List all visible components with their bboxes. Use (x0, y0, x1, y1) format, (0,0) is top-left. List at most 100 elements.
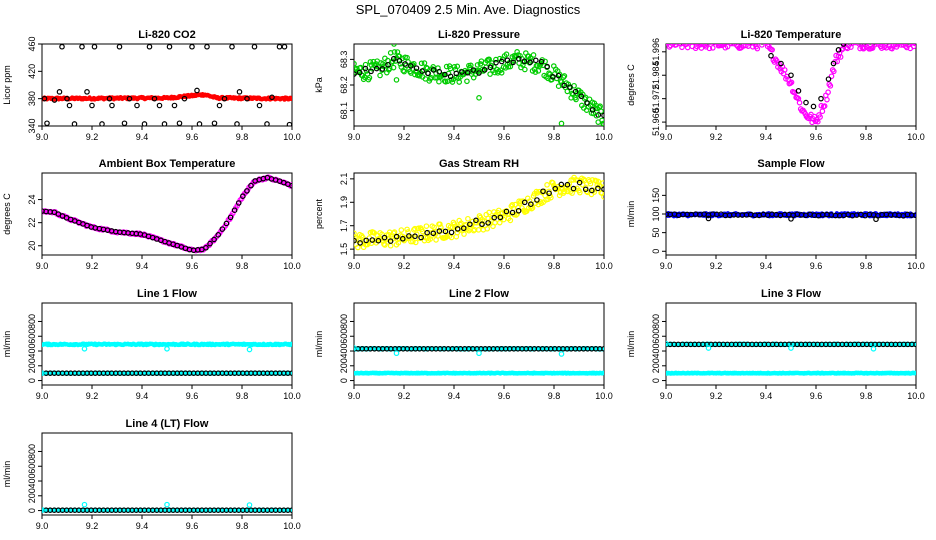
x-tick-label: 9.8 (236, 132, 249, 142)
data-point (221, 95, 228, 102)
panel-ambient_temp: Ambient Box Temperature degrees C 9.0 9.2 9.… (2, 158, 301, 271)
data-point (430, 230, 437, 237)
data-point (42, 507, 45, 513)
data-point (881, 44, 885, 45)
y-tick-label: 20 (27, 241, 37, 251)
y-tick-label: 1.9 (339, 196, 349, 209)
data-point (357, 240, 363, 246)
data-point (515, 56, 522, 62)
data-point (678, 44, 682, 45)
data-point (181, 95, 188, 102)
data-point (459, 69, 465, 75)
data-point (544, 63, 550, 70)
data-point (402, 61, 408, 67)
x-tick-label: 10.0 (283, 391, 301, 401)
y-tick-label: 200 (339, 358, 349, 373)
data-point (512, 201, 518, 208)
data-point (558, 120, 565, 126)
data-point (704, 44, 710, 47)
data-point (795, 88, 802, 94)
data-point (558, 79, 565, 85)
data-point (601, 112, 604, 119)
data-point (211, 236, 217, 243)
panel-sample_flow: Sample Flow ml/min 9.0 9.2 9.4 9.6 9.8 10.0 0 50 1… (626, 158, 925, 271)
data-point (134, 102, 140, 109)
x-tick-label: 9.6 (498, 261, 511, 271)
panel-line3: Line 3 Flow ml/min 9.0 9.2 9.4 9.6 9.8 10.0 0 200… (626, 288, 925, 401)
data-point (227, 214, 234, 221)
y-tick-label: 800 (27, 314, 37, 329)
data-layer (666, 340, 916, 376)
data-point (540, 188, 546, 195)
panel-title: Li-820 Pressure (438, 29, 520, 41)
data-point (715, 44, 718, 45)
data-point (234, 121, 240, 126)
x-tick-label: 9.8 (860, 261, 873, 271)
data-point (396, 57, 403, 64)
series-outliers (666, 340, 877, 352)
data-point (567, 84, 573, 90)
data-point (289, 370, 292, 376)
x-tick-label: 9.2 (86, 261, 99, 271)
data-point (216, 102, 223, 109)
data-point (419, 68, 425, 74)
y-tick-label: 800 (651, 314, 661, 329)
data-point (722, 38, 726, 42)
y-tick-label: 22 (27, 218, 37, 228)
data-point (470, 67, 477, 73)
data-point (913, 341, 916, 348)
data-point (366, 74, 373, 81)
data-point (546, 70, 552, 76)
data-point (476, 350, 482, 357)
x-tick-label: 9.2 (398, 132, 411, 142)
data-point (479, 221, 485, 228)
data-point (464, 78, 470, 85)
data-point (451, 221, 458, 227)
data-point (601, 194, 604, 200)
x-tick-label: 9.6 (810, 391, 823, 401)
data-point (534, 197, 540, 203)
data-point (164, 501, 170, 508)
data-layer (354, 345, 604, 376)
x-tick-label: 10.0 (907, 132, 925, 142)
data-point (204, 44, 210, 50)
data-point (477, 61, 484, 67)
y-tick-label: 800 (339, 314, 349, 329)
data-point (819, 108, 826, 115)
x-tick-label: 9.0 (36, 132, 49, 142)
x-tick-label: 9.8 (236, 261, 249, 271)
data-point (424, 229, 430, 236)
x-tick-label: 9.4 (760, 391, 773, 401)
x-tick-label: 10.0 (907, 391, 925, 401)
data-point (828, 73, 835, 80)
panel-rh: Gas Stream RH percent 9.0 9.2 9.4 9.6 9.8 10.0 1… (314, 158, 613, 271)
data-point (572, 88, 579, 95)
data-point (487, 71, 493, 77)
y-tick-label: 0 (651, 378, 661, 383)
y-axis-label: ml/min (626, 201, 636, 228)
data-point (408, 63, 414, 69)
x-tick-label: 9.2 (710, 132, 723, 142)
data-point (855, 44, 859, 45)
data-point (391, 229, 398, 235)
data-point (460, 225, 467, 232)
data-point (481, 67, 488, 73)
y-tick-label: 200 (27, 358, 37, 373)
x-tick-label: 9.8 (548, 261, 561, 271)
x-tick-label: 9.2 (86, 132, 99, 142)
data-point (830, 60, 837, 67)
data-point (538, 58, 545, 65)
data-point (56, 89, 63, 95)
data-point (727, 38, 731, 42)
x-tick-label: 9.0 (348, 391, 361, 401)
data-point (892, 38, 896, 42)
data-point (427, 76, 434, 82)
data-point (576, 179, 583, 186)
y-tick-label: 380 (27, 91, 37, 106)
x-tick-label: 9.4 (136, 391, 149, 401)
data-point (681, 37, 685, 41)
data-point (688, 38, 692, 42)
x-tick-label: 9.4 (448, 391, 461, 401)
data-point (363, 237, 369, 244)
data-point (533, 57, 539, 64)
